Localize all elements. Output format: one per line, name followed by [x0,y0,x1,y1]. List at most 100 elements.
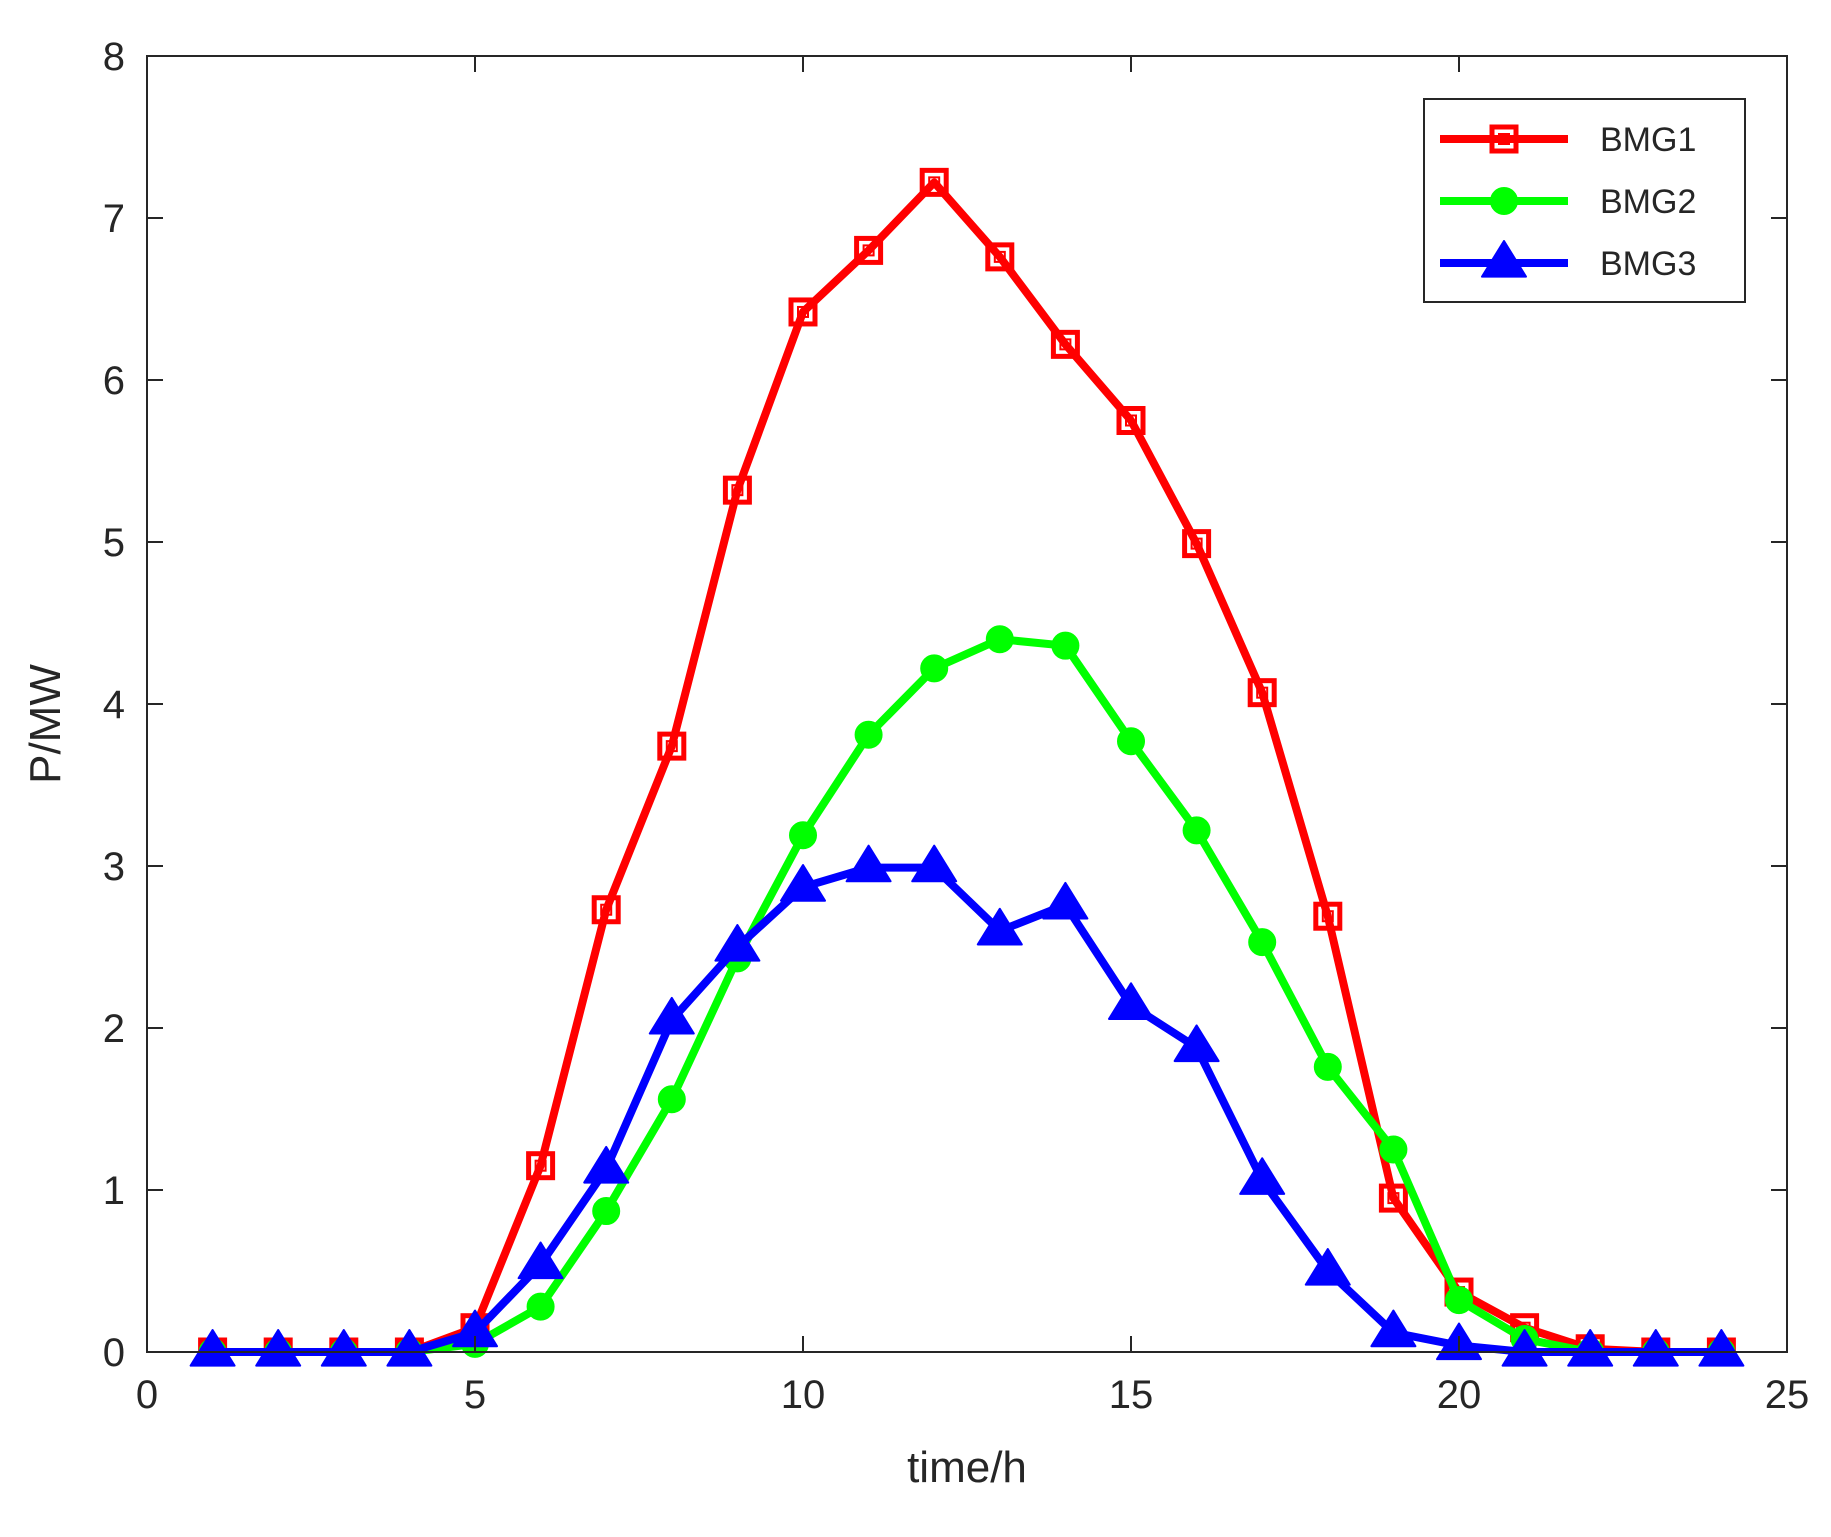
y-tick-label: 2 [103,1007,125,1051]
data-point-bmg2 [1445,1286,1473,1315]
data-point-bmg1-inner [797,305,809,318]
data-point-bmg1-inner [731,484,744,497]
data-point-bmg3 [1698,1329,1745,1367]
data-point-bmg3 [583,1145,630,1184]
data-point-bmg1-outer [1247,678,1277,708]
data-point-bmg1-outer [1050,329,1080,359]
y-tick-label: 7 [103,197,125,241]
data-point-bmg3 [1567,1329,1614,1367]
data-point-bmg3 [780,864,826,902]
x-tick-label: 20 [1437,1373,1482,1417]
data-point-bmg1-outer [1182,529,1212,559]
data-point-bmg2 [526,1292,555,1321]
data-point-bmg2 [1379,1135,1408,1164]
y-tick-label: 5 [103,521,125,565]
data-point-bmg1 [722,475,752,505]
data-point-bmg2 [592,1197,621,1226]
legend-marker [1481,240,1527,278]
data-point-bmg3 [1173,1024,1220,1063]
data-point-bmg1-inner [1059,338,1072,351]
x-tick-label: 15 [1109,1373,1154,1417]
legend-entry-bmg2: BMG2 [1440,183,1696,221]
data-point-bmg3 [1501,1329,1548,1367]
data-point-bmg2 [1117,727,1145,756]
series-layer [189,167,1745,1367]
data-point-bmg3 [517,1241,564,1280]
data-point-bmg2 [789,821,817,850]
y-tick-label: 0 [103,1331,125,1375]
x-tick-label: 5 [464,1373,486,1417]
data-point-bmg1 [1050,329,1080,359]
data-point-bmg1-outer [1378,1183,1408,1213]
data-point-bmg1-outer [1313,901,1343,931]
axis-ticks: 0 5 10 15 20 25 0 1 2 3 4 5 6 7 8 [103,35,1810,1417]
legend-marker [1489,124,1519,154]
data-point-bmg1 [919,167,949,197]
data-point-bmg1 [1182,529,1212,559]
data-point-bmg2 [1182,816,1211,845]
data-point-bmg1-inner [1125,414,1137,427]
data-point-bmg2 [920,654,949,683]
y-axis-label: P/MW [21,664,70,784]
legend-label: BMG3 [1600,245,1696,283]
data-point-bmg3 [1042,881,1089,920]
data-point-bmg2 [657,1085,686,1114]
legend-label: BMG2 [1600,183,1696,221]
series-bmg3 [189,844,1745,1367]
data-point-bmg1-outer [722,475,752,505]
data-point-bmg1-inner [600,903,613,916]
data-point-bmg1-inner [1321,910,1334,923]
data-point-bmg1-inner [993,250,1006,263]
data-point-bmg3 [648,996,695,1035]
data-point-bmg2 [1051,631,1080,660]
data-point-bmg1-outer [591,895,621,925]
data-point-bmg3 [1239,1157,1286,1195]
data-point-bmg3 [845,844,892,883]
data-point-bmg1 [1313,901,1343,931]
data-point-bmg1-inner [862,244,875,257]
data-point-bmg1-outer [985,242,1015,272]
data-point-bmg2 [854,720,883,749]
data-point-bmg2 [1313,1052,1342,1081]
legend-entry-bmg1: BMG1 [1440,121,1696,159]
legend-entry-bmg3: BMG3 [1440,240,1696,283]
x-tick-label: 0 [136,1373,158,1417]
data-point-bmg1-outer [788,297,818,327]
data-point-bmg1 [788,297,818,327]
data-point-bmg3 [976,907,1023,946]
data-point-bmg3 [1632,1329,1679,1367]
legend-label: BMG1 [1600,121,1696,159]
legend-marker-outer [1489,124,1519,154]
data-point-bmg1 [1247,678,1277,708]
data-point-bmg1-inner [534,1159,547,1172]
y-tick-label: 3 [103,845,125,889]
data-point-bmg1-outer [854,235,884,265]
data-point-bmg3 [911,844,958,883]
data-point-bmg1-outer [526,1151,556,1181]
data-point-bmg3 [1304,1248,1351,1286]
legend-marker [1490,187,1518,215]
x-tick-label: 10 [781,1373,826,1417]
legend-marker-inner [1498,133,1510,145]
y-tick-label: 8 [103,35,125,79]
data-point-bmg1-inner [1190,537,1203,550]
data-point-bmg1-inner [1387,1192,1400,1205]
y-tick-label: 4 [103,683,125,727]
y-tick-label: 6 [103,359,125,403]
data-point-bmg3 [1108,982,1154,1020]
data-point-bmg1 [1116,406,1146,435]
data-point-bmg1-outer [1116,406,1146,435]
data-point-bmg1 [854,235,884,265]
data-point-bmg1 [1378,1183,1408,1213]
y-tick-label: 1 [103,1169,125,1213]
data-point-bmg1 [985,242,1015,272]
data-point-bmg1-inner [665,740,678,753]
data-point-bmg1-outer [657,731,687,761]
data-point-bmg1-outer [919,167,949,197]
x-tick-label: 25 [1765,1373,1810,1417]
data-point-bmg3 [714,924,761,962]
data-point-bmg1 [526,1151,556,1181]
x-axis-label: time/h [907,1443,1027,1492]
data-point-bmg1 [657,731,687,761]
